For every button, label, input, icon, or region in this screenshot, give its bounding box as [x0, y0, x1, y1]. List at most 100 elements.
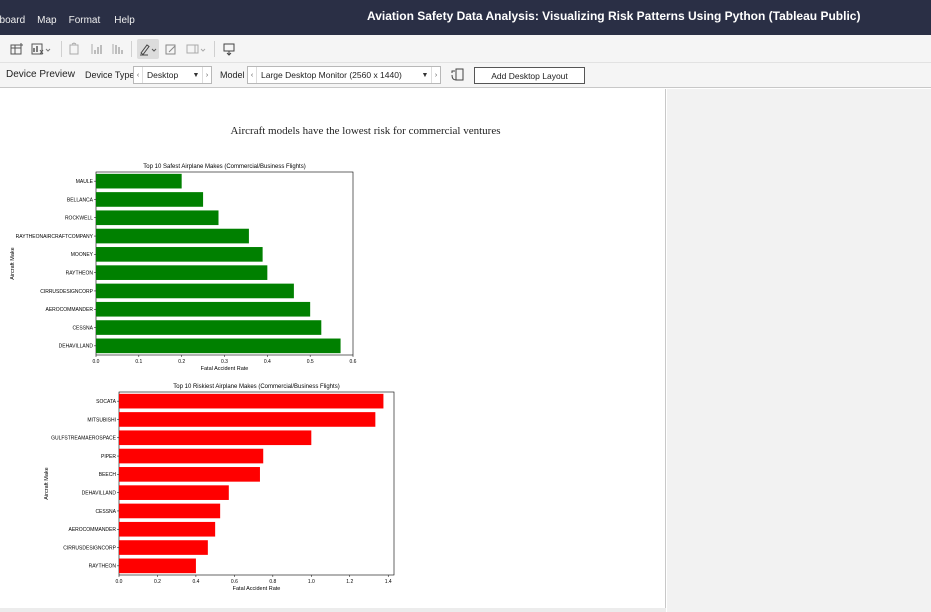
device-type-label: Device Type	[85, 70, 135, 80]
sort-descending-icon[interactable]	[109, 39, 125, 59]
x-tick-label: 0.0	[93, 359, 100, 365]
y-tick-label: GULFSTREAMAEROSPACE	[51, 436, 117, 442]
clear-sheet-icon[interactable]	[30, 39, 52, 59]
y-tick-label: AEROCOMMANDER	[68, 527, 116, 533]
model-value: Large Desktop Monitor (2560 x 1440)	[261, 70, 402, 80]
x-tick-label: 0.2	[154, 579, 161, 585]
plot-area-frame	[118, 391, 395, 576]
y-tick-label: RAYTHEON	[66, 270, 94, 276]
toolbar-separator	[131, 41, 132, 57]
bar	[119, 540, 208, 555]
add-desktop-layout-button[interactable]: Add Desktop Layout	[474, 67, 585, 84]
title-bar: nboard Map Format Help Aviation Safety D…	[0, 0, 931, 35]
x-tick-label: 0.6	[350, 359, 357, 365]
device-type-value: Desktop	[147, 70, 179, 80]
y-tick-label: RAYTHEONAIRCRAFTCOMPANY	[16, 234, 94, 240]
chevron-down-icon: ▼	[192, 71, 200, 79]
chart-title: Top 10 Safest Airplane Makes (Commercial…	[143, 164, 305, 170]
bar	[96, 247, 263, 262]
riskiest-makes-chart: Top 10 Riskiest Airplane Makes (Commerci…	[44, 384, 395, 592]
y-axis-label: Aircraft Make	[44, 467, 50, 499]
bar	[96, 173, 182, 189]
y-tick-label: BEECH	[99, 472, 117, 478]
toolbar	[0, 35, 931, 63]
safest-makes-chart: Top 10 Safest Airplane Makes (Commercial…	[10, 164, 357, 372]
y-axis-label: Aircraft Make	[10, 247, 16, 279]
next-arrow-icon[interactable]: ›	[202, 67, 211, 83]
device-preview-title: Device Preview	[6, 69, 75, 80]
y-tick-label: PIPER	[101, 454, 116, 460]
x-tick-label: 0.1	[135, 359, 142, 365]
y-tick-label: RAYTHEON	[89, 564, 117, 570]
bar	[96, 301, 311, 317]
bar	[119, 485, 229, 500]
x-tick-label: 0.3	[221, 359, 228, 365]
label-marks-icon[interactable]	[163, 39, 179, 59]
y-tick-label: ROCKWELL	[65, 216, 93, 222]
y-tick-label: MAULE	[76, 179, 94, 185]
y-tick-label: DEHAVILLAND	[59, 344, 94, 350]
bar	[119, 430, 312, 446]
bar	[119, 558, 196, 574]
device-type-select[interactable]: ‹ Desktop ▼ ›	[133, 66, 212, 84]
menu-help[interactable]: Help	[114, 15, 135, 26]
bar	[119, 521, 216, 537]
menu-dashboard[interactable]: nboard	[0, 15, 26, 26]
canvas-bottom-strip	[0, 608, 666, 612]
new-worksheet-icon[interactable]	[8, 39, 26, 59]
x-tick-label: 1.4	[385, 579, 392, 585]
fit-icon[interactable]	[184, 39, 208, 59]
toolbar-separator	[61, 41, 62, 57]
menu-bar: nboard Map Format Help	[0, 15, 135, 26]
model-label: Model	[220, 70, 245, 80]
y-tick-label: DEHAVILLAND	[82, 490, 117, 496]
bar	[96, 192, 204, 207]
y-tick-label: SOCATA	[96, 399, 116, 405]
bar	[96, 283, 294, 299]
model-select[interactable]: ‹ Large Desktop Monitor (2560 x 1440) ▼ …	[247, 66, 441, 84]
bar	[119, 503, 221, 519]
chart-title: Top 10 Riskiest Airplane Makes (Commerci…	[173, 384, 339, 390]
bar	[119, 467, 260, 482]
bar	[96, 338, 341, 354]
y-tick-label: CESSNA	[72, 325, 93, 331]
previous-arrow-icon[interactable]: ‹	[134, 67, 143, 83]
x-axis-label: Fatal Accident Rate	[233, 586, 281, 592]
y-tick-label: CIRRUSDESIGNCORP	[40, 289, 93, 295]
x-tick-label: 1.2	[346, 579, 353, 585]
bar	[96, 320, 322, 335]
bar	[96, 228, 249, 244]
x-tick-label: 1.0	[308, 579, 315, 585]
bar	[96, 265, 268, 280]
right-panel	[667, 89, 931, 612]
y-tick-label: MOONEY	[71, 252, 94, 258]
dashboard-title: Aircraft models have the lowest risk for…	[230, 125, 501, 137]
presentation-mode-icon[interactable]	[221, 39, 237, 59]
highlight-icon[interactable]	[137, 39, 159, 59]
x-tick-label: 0.6	[231, 579, 238, 585]
x-tick-label: 0.5	[307, 359, 314, 365]
x-tick-label: 0.4	[192, 579, 199, 585]
bar	[96, 210, 219, 226]
y-tick-label: MITSUBISHI	[87, 417, 116, 423]
bar	[119, 393, 384, 409]
x-tick-label: 0.0	[116, 579, 123, 585]
sort-ascending-icon[interactable]	[88, 39, 104, 59]
y-tick-label: AEROCOMMANDER	[45, 307, 93, 313]
bar	[119, 412, 376, 427]
menu-map[interactable]: Map	[37, 15, 57, 26]
x-axis-label: Fatal Accident Rate	[201, 366, 249, 372]
rotate-device-icon[interactable]	[450, 65, 466, 85]
chevron-down-icon: ▼	[421, 71, 429, 79]
y-tick-label: CESSNA	[95, 509, 116, 515]
bar	[119, 448, 264, 464]
x-tick-label: 0.4	[264, 359, 271, 365]
y-tick-label: CIRRUSDESIGNCORP	[63, 545, 116, 551]
menu-format[interactable]: Format	[68, 15, 101, 26]
next-arrow-icon[interactable]: ›	[431, 67, 440, 83]
previous-arrow-icon[interactable]: ‹	[248, 67, 257, 83]
x-tick-label: 0.2	[178, 359, 185, 365]
app-title: Aviation Safety Data Analysis: Visualizi…	[367, 9, 861, 23]
x-tick-label: 0.8	[269, 579, 276, 585]
swap-rows-columns-icon[interactable]	[67, 39, 83, 59]
